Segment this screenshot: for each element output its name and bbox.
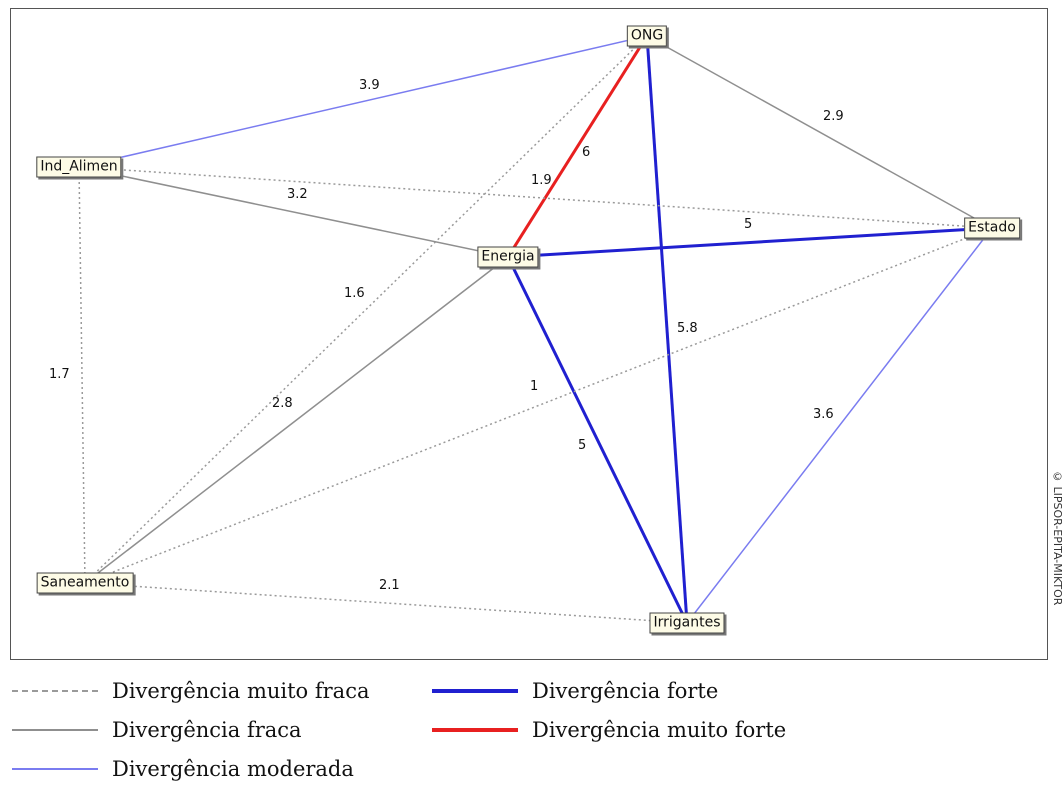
edge-label-ong-irrigantes: 5.8 — [677, 321, 698, 336]
legend-line-fraca — [12, 729, 98, 731]
edge-label-ind-estado: 1.9 — [531, 173, 552, 188]
edge-label-ong-energia: 6 — [582, 145, 590, 160]
node-estado: Estado — [964, 217, 1020, 239]
edge-label-ind-ong: 3.9 — [359, 78, 380, 93]
edge-ong-energia — [506, 35, 649, 258]
edge-estado-irrigantes — [686, 227, 993, 624]
edge-ind-energia — [78, 166, 509, 258]
edge-label-energia-saneamento: 2.8 — [272, 396, 293, 411]
edge-saneamento-estado — [84, 227, 993, 584]
edge-label-saneamento-estado: 1 — [530, 379, 538, 394]
edge-label-energia-estado: 5 — [744, 217, 752, 232]
edge-label-ind-saneamento: 1.7 — [49, 367, 70, 382]
legend-line-muito-forte — [432, 728, 518, 732]
legend-item-forte: Divergência forte — [432, 676, 718, 706]
edge-label-estado-irrigantes: 3.6 — [813, 407, 834, 422]
edge-saneamento-irrigantes — [84, 582, 688, 624]
edges-layer: 3.9 2.9 6 5.8 1.6 1.9 3.2 1.7 5 2.8 5 1 3.6 2.1 — [49, 35, 993, 624]
legend-item-muito-forte: Divergência muito forte — [432, 715, 786, 745]
node-energia: Energia — [477, 246, 539, 268]
edge-label-ong-estado: 2.9 — [823, 109, 844, 124]
node-ong: ONG — [626, 25, 668, 47]
legend-line-forte — [432, 689, 518, 693]
watermark: © LIPSOR-EPITA-MIKTOR — [1051, 470, 1064, 606]
legend-label-moderada: Divergência moderada — [112, 757, 354, 781]
legend: Divergência muito fraca Divergência frac… — [0, 668, 1064, 791]
node-ind-alimen: Ind_Alimen — [36, 156, 122, 178]
legend-line-moderada — [12, 768, 98, 770]
legend-item-fraca: Divergência fraca — [12, 715, 302, 745]
edge-ind-ong — [78, 35, 648, 168]
node-irrigantes: Irrigantes — [649, 612, 725, 634]
edge-ind-saneamento — [78, 166, 86, 584]
edge-ong-saneamento — [84, 35, 648, 584]
legend-label-forte: Divergência forte — [532, 679, 719, 703]
legend-label-fraca: Divergência fraca — [112, 718, 302, 742]
legend-label-muito-fraca: Divergência muito fraca — [112, 679, 370, 703]
legend-item-moderada: Divergência moderada — [12, 754, 354, 784]
edge-ong-irrigantes — [645, 35, 689, 624]
edge-energia-saneamento — [84, 256, 509, 584]
legend-item-muito-fraca: Divergência muito fraca — [12, 676, 369, 706]
legend-line-muito-fraca — [12, 690, 98, 692]
edge-ong-estado — [646, 35, 993, 229]
legend-label-muito-forte: Divergência muito forte — [532, 718, 787, 742]
edge-energia-irrigantes — [506, 256, 689, 624]
node-saneamento: Saneamento — [36, 572, 134, 594]
edge-energia-estado — [507, 226, 993, 259]
edge-label-energia-irrigantes: 5 — [578, 438, 586, 453]
edge-label-ong-saneamento: 1.6 — [344, 286, 365, 301]
edge-label-ind-energia: 3.2 — [287, 187, 308, 202]
network-diagram: 3.9 2.9 6 5.8 1.6 1.9 3.2 1.7 5 2.8 5 1 3.6 2.1 ONG I… — [10, 8, 1048, 660]
edge-label-saneamento-irrigantes: 2.1 — [379, 578, 400, 593]
